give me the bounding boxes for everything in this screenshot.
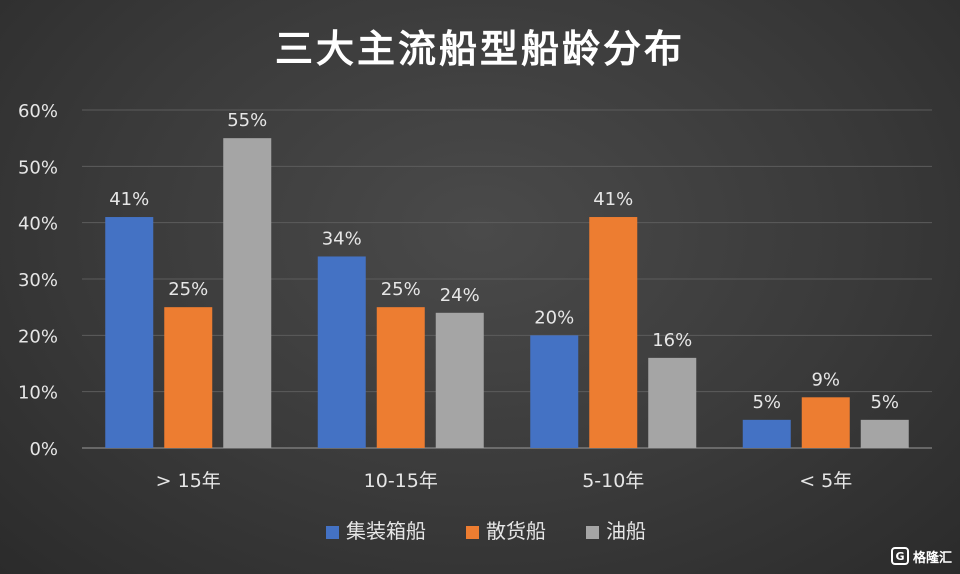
x-tick-label: 10-15年 bbox=[364, 470, 438, 492]
legend-label: 集装箱船 bbox=[346, 519, 426, 543]
legend-label: 散货船 bbox=[486, 519, 546, 543]
bar bbox=[105, 217, 154, 448]
x-tick-label: > 15年 bbox=[156, 470, 221, 492]
data-label: 9% bbox=[811, 369, 840, 390]
bar bbox=[164, 307, 213, 448]
x-tick-label: < 5年 bbox=[799, 470, 852, 492]
bar bbox=[648, 357, 697, 448]
legend-swatch bbox=[586, 526, 599, 539]
data-label: 25% bbox=[381, 279, 421, 300]
data-label: 16% bbox=[652, 330, 692, 351]
bar bbox=[376, 307, 425, 448]
chart-title: 三大主流船型船龄分布 bbox=[274, 27, 685, 71]
y-tick-label: 50% bbox=[18, 157, 58, 178]
data-label: 41% bbox=[593, 189, 633, 210]
data-label: 5% bbox=[870, 392, 899, 413]
watermark-logo-icon: G bbox=[890, 547, 909, 565]
legend-label: 油船 bbox=[606, 519, 646, 543]
data-label: 34% bbox=[322, 228, 362, 249]
bar bbox=[742, 419, 791, 448]
data-label: 24% bbox=[440, 285, 480, 306]
watermark: G 格隆汇 bbox=[890, 544, 952, 568]
y-tick-label: 40% bbox=[18, 214, 58, 235]
y-tick-label: 10% bbox=[18, 383, 58, 404]
bar bbox=[435, 312, 484, 448]
bar bbox=[317, 256, 366, 448]
y-tick-label: 60% bbox=[18, 101, 58, 122]
legend-swatch bbox=[326, 526, 339, 539]
data-label: 5% bbox=[752, 392, 781, 413]
bar bbox=[860, 419, 909, 448]
data-label: 20% bbox=[534, 307, 574, 328]
bar bbox=[589, 217, 638, 448]
data-label: 41% bbox=[109, 189, 149, 210]
data-label: 55% bbox=[227, 110, 267, 131]
x-tick-label: 5-10年 bbox=[582, 470, 644, 492]
legend-swatch bbox=[466, 526, 479, 539]
bar bbox=[223, 138, 272, 448]
y-tick-label: 30% bbox=[18, 270, 58, 291]
watermark-text: 格隆汇 bbox=[912, 550, 952, 566]
y-tick-label: 20% bbox=[18, 326, 58, 347]
data-label: 25% bbox=[168, 279, 208, 300]
bar bbox=[801, 397, 850, 448]
y-tick-label: 0% bbox=[29, 439, 58, 460]
bar bbox=[530, 335, 579, 448]
